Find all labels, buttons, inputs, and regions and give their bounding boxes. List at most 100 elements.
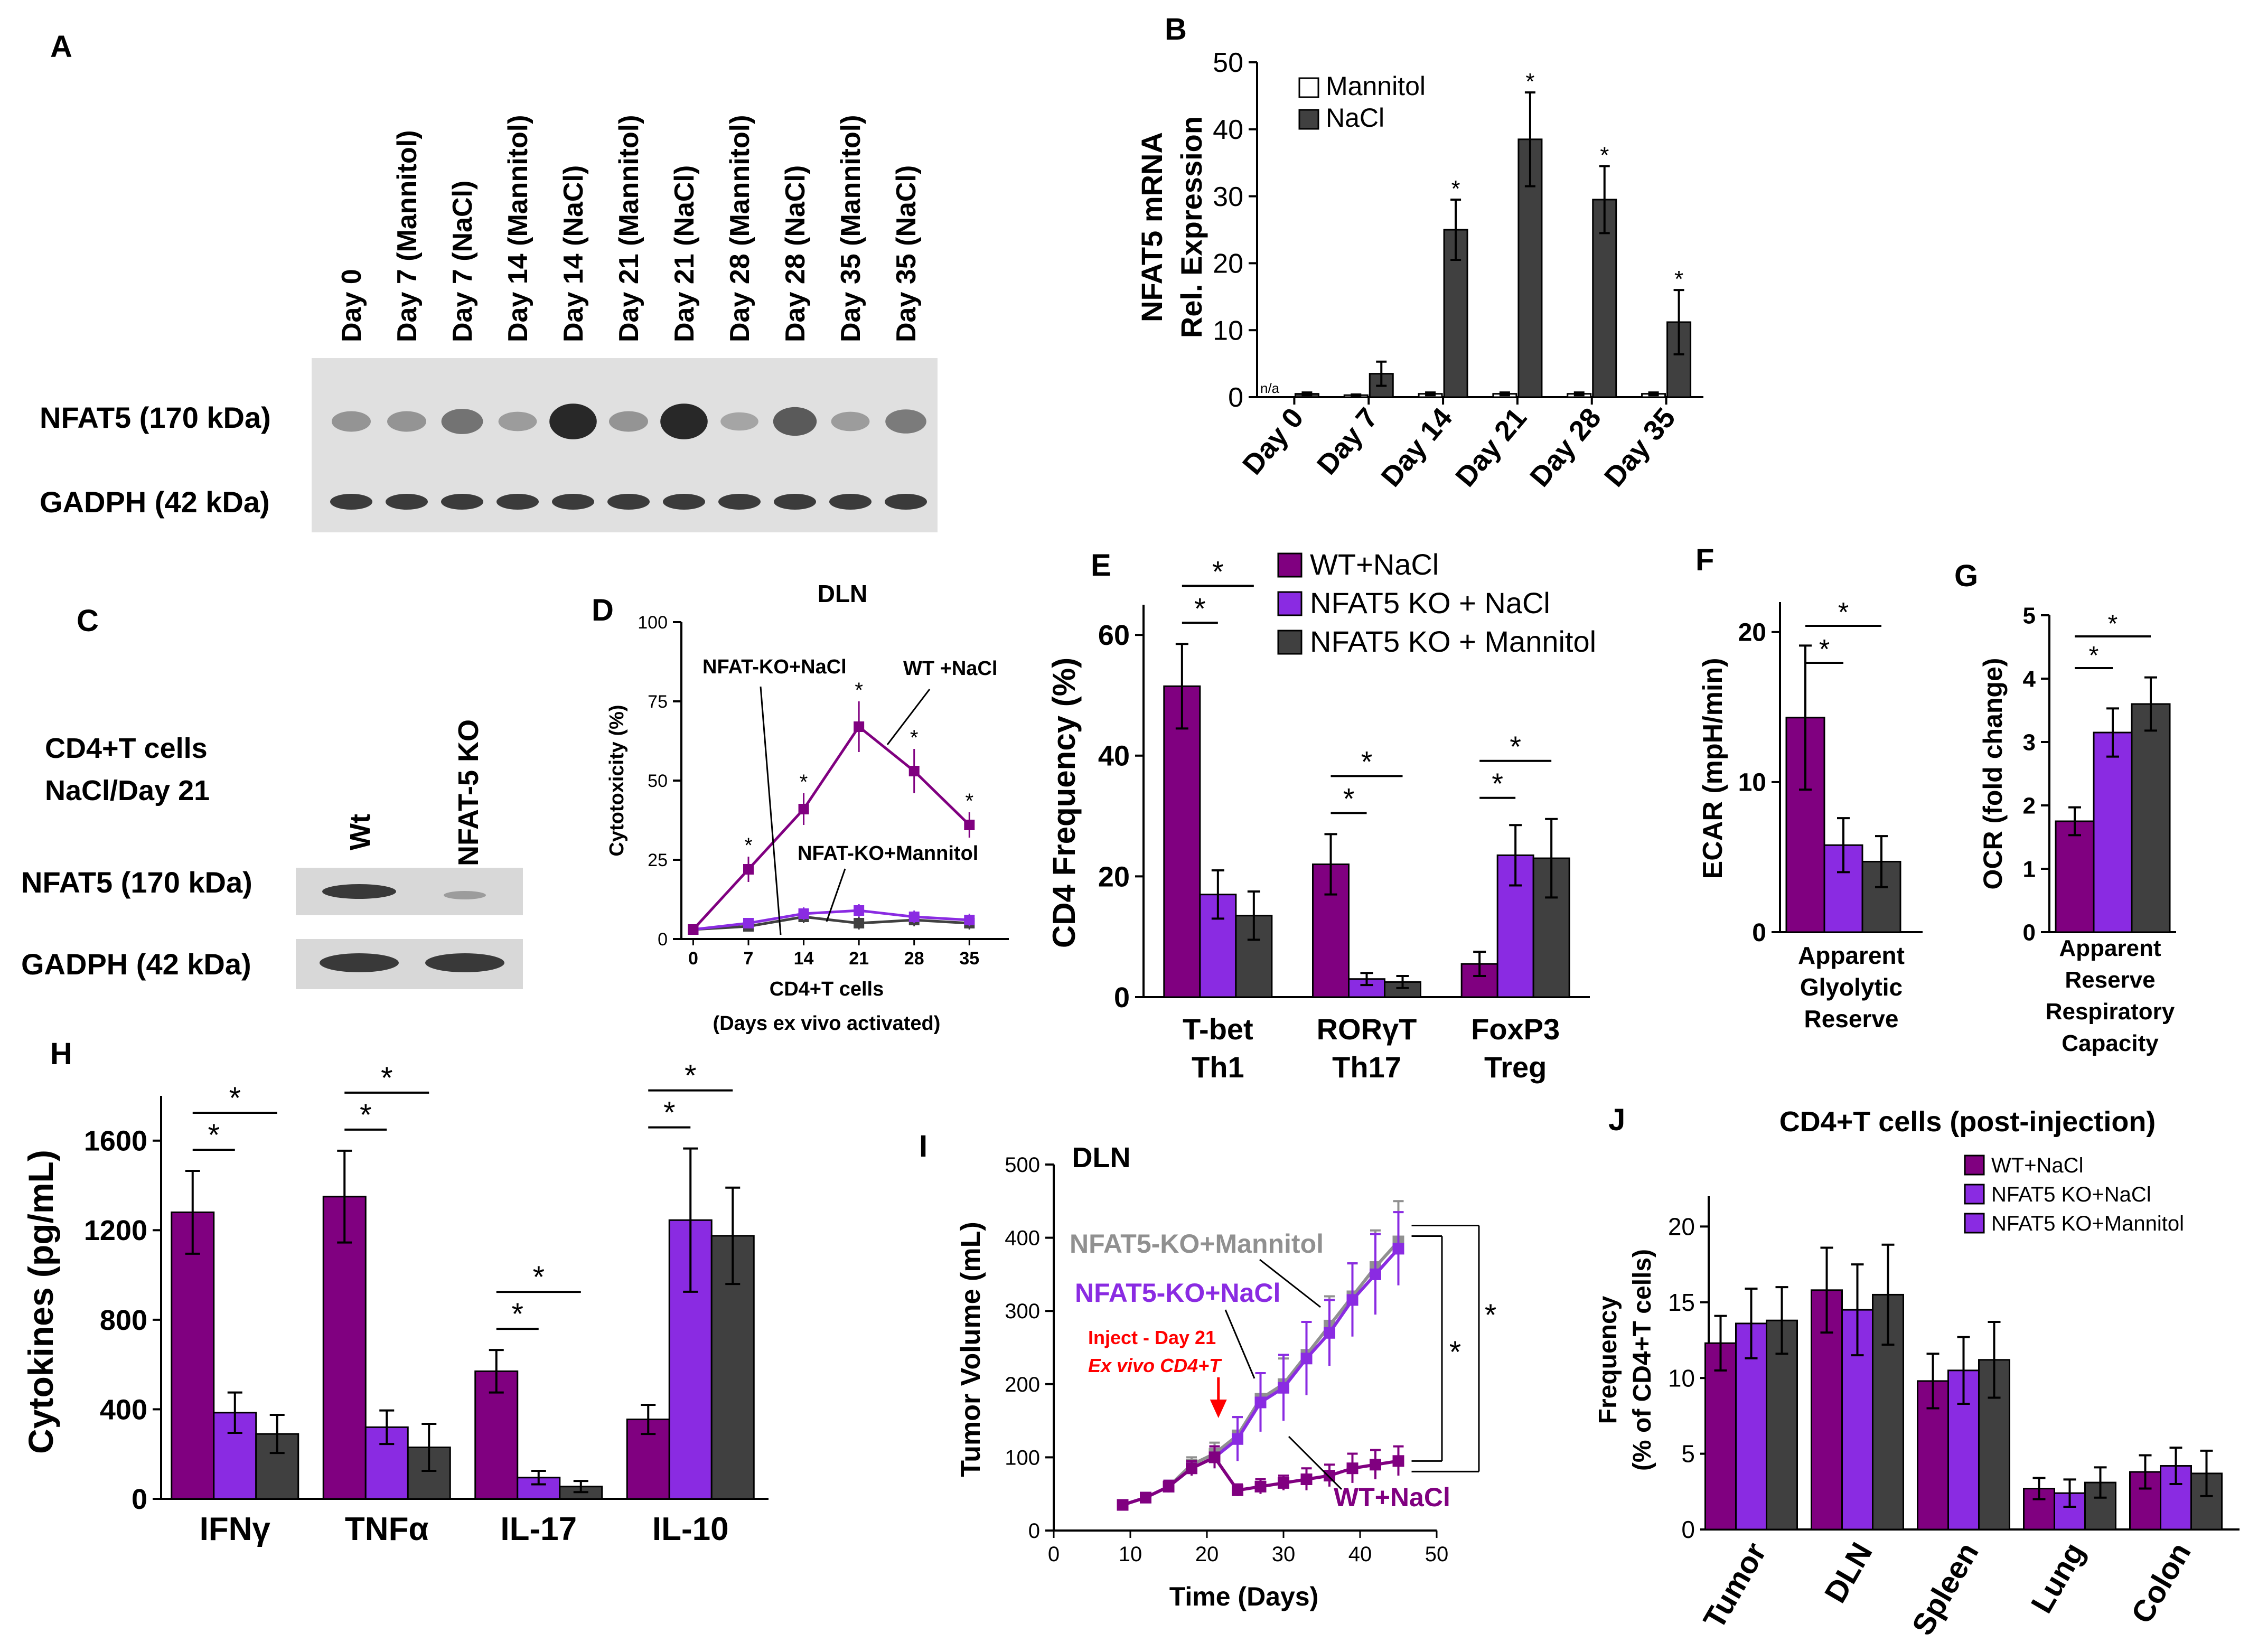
chart-i-ytick-label: 0 [1028,1519,1040,1543]
chart-b-ytick-label: 20 [1213,249,1243,279]
chart-h-ytick-label: 800 [100,1304,147,1336]
chart-d-xtick-label: 28 [904,949,924,969]
chart-h-sig-star: * [360,1098,372,1132]
chart-b-xtick-label: Day 21 [1449,402,1533,493]
chart-i-xtick-label: 50 [1425,1543,1449,1566]
chart-d-point [798,804,809,814]
blot-a-lane-label: Day 14 (NaCl) [558,165,589,342]
chart-d-point [743,864,754,875]
chart-e-legend-label: NFAT5 KO + NaCl [1310,586,1550,620]
chart-d-xlabel: (Days ex vivo activated) [713,1012,941,1035]
chart-f-ytick-label: 10 [1738,769,1766,797]
blot-c-row-label: NFAT5 (170 kDa) [21,866,252,899]
chart-e-xtick-label: RORγT [1317,1012,1417,1046]
chart-g-xlabel: Reserve [2065,967,2155,993]
chart-d-point [964,820,975,830]
chart-j-legend-swatch [1964,1184,1985,1205]
chart-i-ytick-label: 400 [1005,1227,1040,1250]
chart-g-ytick-label: 4 [2023,666,2036,692]
chart-d-series-line [692,725,971,931]
chart-i-series-label: WT+NaCl [1334,1482,1450,1512]
chart-d-ytick-label: 50 [648,771,668,791]
chart-g-ytick-label: 1 [2023,856,2036,882]
chart-g-bar [2093,731,2133,933]
chart-b-xtick-label: Day 0 [1236,402,1310,481]
blot-a-gadph-band [386,494,428,510]
chart-d-series-line [693,909,970,931]
blot-a-nfat5-band [660,403,708,439]
blot-a-gadph-band [441,494,483,510]
chart-d-point [688,924,699,935]
blot-c-gadph-band [320,953,399,972]
chart-g-ylabel: OCR (fold change) [1978,658,2008,890]
blot-c-lane-label: NFAT-5 KO [453,719,484,866]
chart-i-point [1254,1396,1267,1409]
chart-i-xtick-label: 10 [1119,1543,1142,1566]
chart-d-point [743,918,754,928]
chart-i-sig-star: * [1449,1335,1461,1369]
chart-e-legend-swatch [1277,552,1303,578]
chart-e-bar [1235,915,1273,998]
chart-d-point [854,905,865,916]
chart-b-legend-swatch-mannitol [1298,77,1319,98]
blot-a-lane-label: Day 21 (Mannitol) [614,115,644,343]
chart-i-xtick-label: 0 [1048,1543,1060,1566]
chart-d-title: DLN [818,580,868,607]
chart-i-point [1324,1327,1335,1339]
chart-i-point [1254,1480,1267,1493]
chart-h-sig-star: * [685,1059,697,1093]
chart-b-sig-star: * [1600,143,1609,168]
blot-a-lane-label: Day 7 (Mannitol) [392,130,423,342]
chart-i-point [1300,1473,1313,1485]
panel-label-B: B [1165,12,1187,46]
chart-e-ytick-label: 20 [1098,861,1130,893]
chart-b-ylabel: NFAT5 mRNA [1135,132,1168,322]
chart-b-ytick-label: 10 [1213,315,1243,346]
chart-b-sig-star: * [1525,69,1534,95]
chart-e-ylabel: CD4 Frequency (%) [1046,658,1082,948]
chart-i-ytick-label: 200 [1005,1373,1040,1396]
chart-d-sig-star: * [800,771,808,794]
chart-j-title: CD4+T cells (post-injection) [1779,1106,2156,1138]
blot-a-gadph-band [607,494,650,510]
chart-e-bar [1199,894,1237,998]
chart-i-series-label: NFAT5-KO+Mannitol [1070,1229,1324,1259]
chart-b-legend-label: NaCl [1326,103,1384,133]
chart-i-point [1208,1451,1221,1463]
chart-h-ytick-label: 0 [132,1484,147,1515]
blot-a-lane-label: Day 28 (Mannitol) [725,115,755,343]
blot-a-nfat5-band [720,412,758,431]
panel-label-G: G [1954,559,1978,593]
chart-e-legend-label: WT+NaCl [1310,548,1439,581]
chart-i-point [1232,1484,1243,1496]
blot-a-nfat5-band [773,407,817,436]
blot-a-nfat5-band [441,409,483,434]
blot-a-lane-label: Day 14 (Mannitol) [503,115,533,343]
chart-i-sig-star: * [1485,1298,1497,1332]
chart-g-ytick-label: 2 [2023,793,2036,819]
panel-label-J: J [1608,1103,1625,1137]
chart-j-ytick-label: 0 [1681,1516,1695,1543]
chart-i-series-label: NFAT5-KO+NaCl [1075,1278,1280,1308]
chart-g-ytick-label: 3 [2023,729,2036,755]
blot-c-nfat5-band [444,891,486,899]
chart-h-xtick-label: IL-17 [500,1511,577,1547]
blot-a-nfat5-band [831,411,870,431]
chart-e-xtick-label: Th17 [1332,1050,1401,1084]
chart-i-inject-label: Ex vivo CD4+T [1088,1355,1222,1376]
chart-h-sig-star: * [511,1297,523,1331]
chart-d-series-line [693,915,970,931]
chart-f-xlabel: Glyolytic [1800,973,1903,1001]
chart-g-ytick-label: 5 [2023,603,2036,628]
chart-d-sig-star: * [855,679,863,702]
chart-j-ytick-label: 20 [1668,1213,1695,1240]
chart-i-point [1392,1455,1404,1467]
chart-h-xtick-label: TNFα [345,1511,429,1547]
chart-j-ylabel: (% of CD4+T cells) [1628,1249,1656,1471]
blot-a-nfat5-band [549,403,597,439]
chart-e-xtick-label: T-bet [1183,1012,1253,1046]
chart-b-ylabel: Rel. Expression [1175,116,1208,338]
chart-f-xlabel: Reserve [1804,1005,1898,1032]
chart-i-ytick-label: 100 [1005,1446,1040,1469]
